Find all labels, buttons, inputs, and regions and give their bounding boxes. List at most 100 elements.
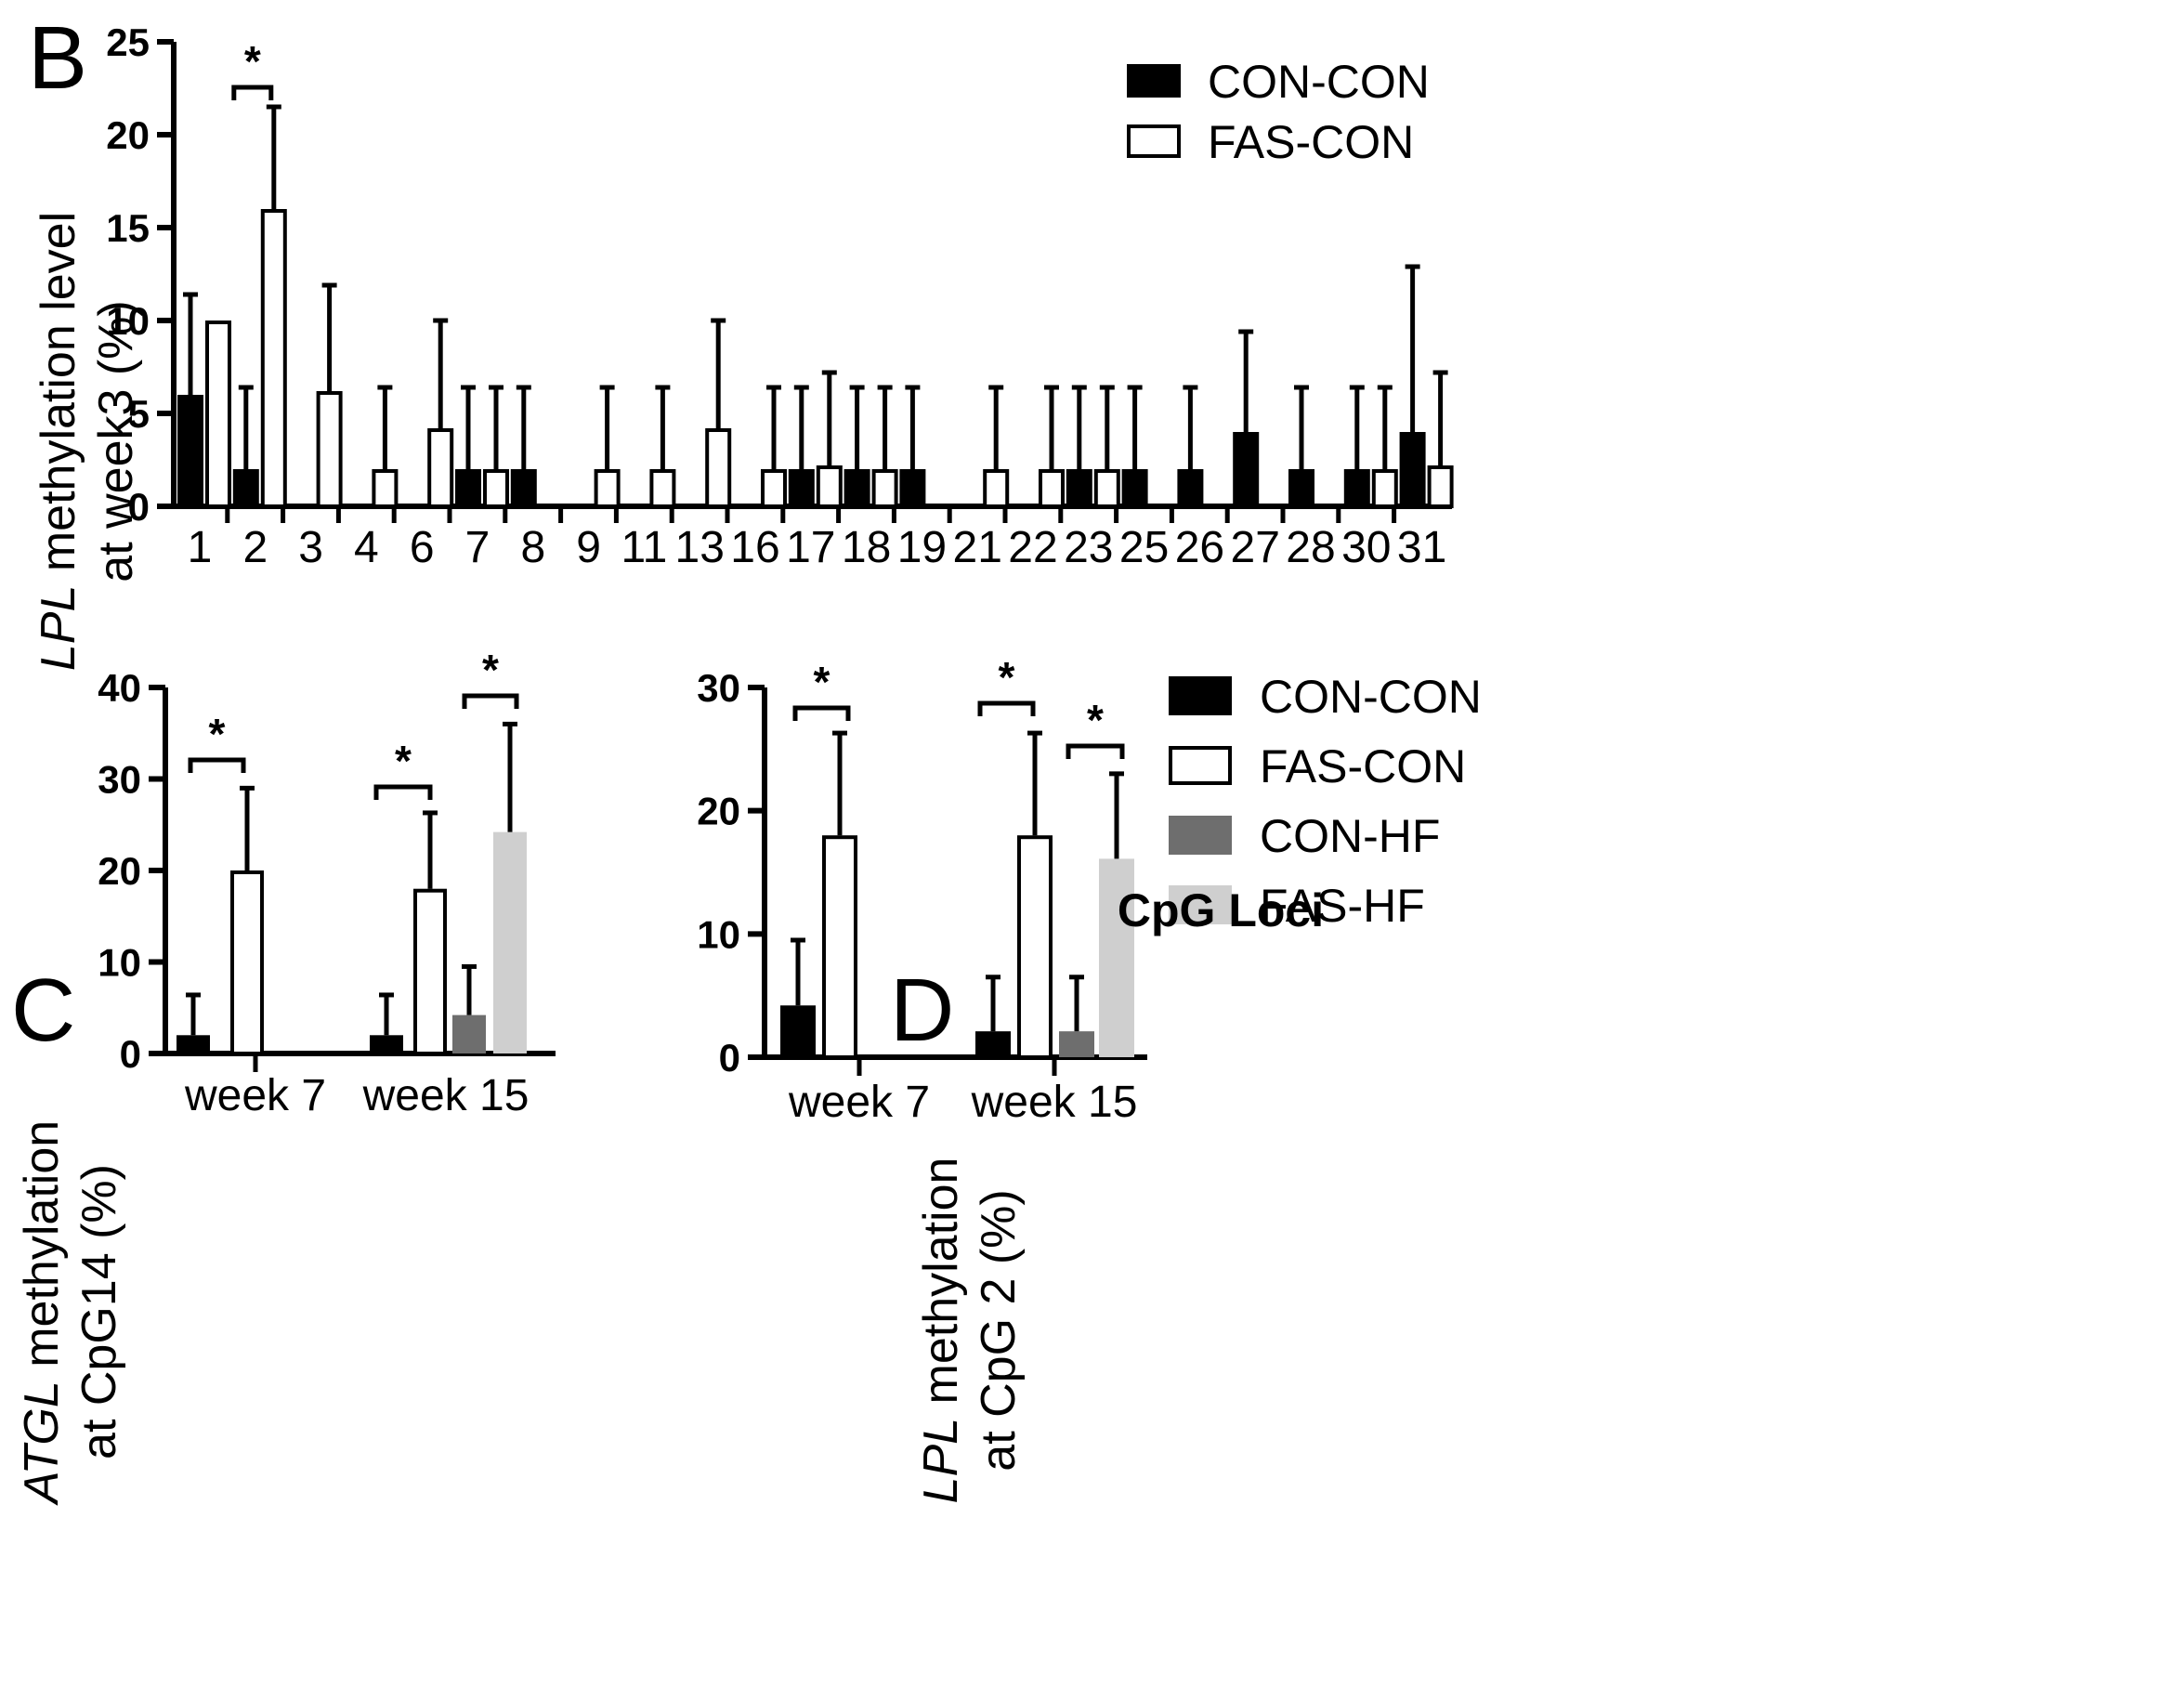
panel-c-bar-fas-con — [413, 888, 447, 1056]
panel-c-y-axis-title: ATGL methylation at CpG14 (%) — [15, 1120, 126, 1506]
panel-d-bar-con-con — [975, 1031, 1011, 1060]
panel-c-significance-bracket — [462, 693, 519, 709]
panel-b-x-tick-label: 2 — [242, 523, 268, 572]
panel-c-ylabel-italic: ATGL — [15, 1380, 69, 1506]
panel-b-x-tick-label: 25 — [1119, 523, 1169, 572]
legend-swatch-con-hf — [1169, 816, 1232, 855]
panel-d-bar-con-hf — [1059, 1031, 1094, 1057]
panel-c-bar-con-con — [370, 1035, 403, 1056]
panel-b-y-tick-label: 10 — [106, 299, 150, 343]
panel-d-significance-star: * — [999, 653, 1015, 701]
panel-c-significance-star: * — [209, 710, 226, 758]
panel-b-x-tick-label: 8 — [520, 523, 545, 572]
panel-b-bar-con-con — [1177, 469, 1204, 508]
panel-c-ylabel-rest: methylation — [15, 1120, 69, 1380]
panel-b-significance-star: * — [244, 37, 261, 85]
panel-b-x-axis-title: CpG Loci — [1118, 884, 1324, 936]
panel-b-bar-fas-con — [816, 465, 843, 508]
panel-c-bar-fas-con — [230, 870, 264, 1055]
panel-b-x-tick-label: 21 — [953, 523, 1002, 572]
panel-b-bar-fas-con — [871, 469, 898, 508]
panel-d-significance-star: * — [814, 658, 830, 706]
panel-b-x-tick-label: 1 — [188, 523, 213, 572]
panel-d-y-tick-label: 10 — [697, 912, 740, 956]
panel-d-y-tick-label: 0 — [719, 1036, 740, 1080]
panel-b-x-tick-label: 31 — [1397, 523, 1446, 572]
panel-b-bar-fas-con — [316, 391, 343, 508]
panel-d-ylabel-italic: LPL — [914, 1418, 968, 1504]
panel-c-ylabel-line2: at CpG14 (%) — [72, 1164, 126, 1459]
panel-b-y-tick-label: 20 — [106, 113, 150, 157]
panel-b-x-tick-label: 27 — [1231, 523, 1280, 572]
panel-b-x-tick-label: 28 — [1286, 523, 1335, 572]
svg-text:ATGL methylation: ATGL methylation — [15, 1120, 69, 1506]
panel-b-bar-fas-con — [649, 469, 676, 508]
legend-label-fas-hf: FAS-HF — [1260, 880, 1425, 932]
panel-c-y-tick-label: 30 — [98, 758, 141, 802]
panel-b-y-tick-label: 5 — [128, 392, 150, 436]
legend-swatch-fas-con — [1169, 746, 1232, 785]
panel-c-bar-con-con — [177, 1035, 210, 1056]
panel-c-significance-bracket — [188, 757, 246, 773]
panel-d-bar-fas-con — [822, 835, 857, 1060]
panel-b-bar-fas-con — [594, 469, 621, 508]
panel-b-bar-fas-con — [983, 469, 1010, 508]
panel-d-significance-bracket — [977, 700, 1036, 716]
legend-label-fas-con: FAS-CON — [1260, 740, 1466, 792]
panel-b-y-axis-title: LPL methylation level at week3 (%) — [32, 212, 143, 671]
panel-letter-c: C — [11, 961, 75, 1060]
panel-b-bar-con-con — [1121, 469, 1148, 508]
panel-b-bar-con-con — [788, 469, 815, 508]
panel-d-bar-fas-con — [1017, 835, 1053, 1060]
panel-c-x-tick-label: week 15 — [362, 1071, 530, 1120]
panel-d-chart: 0 10 20 30 week 7 week 15 * * * — [697, 653, 1147, 1127]
panel-b-bar-fas-con — [1427, 465, 1454, 508]
panel-b-bar-fas-con — [761, 469, 787, 508]
panel-c-y-tick-label: 20 — [98, 849, 141, 893]
panel-b-x-tick-label: 22 — [1008, 523, 1057, 572]
panel-letter-b: B — [28, 8, 87, 108]
legend-swatch-con-con — [1169, 676, 1232, 715]
panel-b-bar-fas-con — [483, 469, 509, 508]
panel-b-bar-con-con — [844, 469, 870, 508]
panel-b-y-tick-label: 0 — [128, 485, 150, 529]
panel-c-bar-fas-hf — [493, 831, 527, 1053]
panel-d-ylabel-line2: at CpG 2 (%) — [972, 1189, 1026, 1471]
panel-b-x-tick-label: 26 — [1175, 523, 1224, 572]
panel-b-ylabel-italic: LPL — [32, 585, 85, 672]
panel-b-bar-con-con — [1343, 469, 1370, 508]
panel-b-bar-con-con — [1233, 432, 1260, 508]
panel-letter-d: D — [890, 961, 954, 1060]
panel-d-bar-fas-hf — [1099, 858, 1134, 1057]
panel-b-bar-fas-con — [705, 428, 732, 508]
panel-b-ylabel-rest: methylation level — [32, 212, 85, 585]
legend-b: CON-CON FAS-CON — [1127, 56, 1430, 168]
panel-b-bar-con-con — [1288, 469, 1314, 508]
legend-swatch-fas-hf — [1169, 885, 1232, 924]
panel-b-bar-fas-con — [1371, 469, 1398, 508]
panel-c-y-tick-label: 10 — [98, 941, 141, 985]
panel-b-bar-fas-con — [205, 321, 231, 508]
panel-d-bar-con-con — [780, 1005, 816, 1060]
panel-b-ylabel-line2: at week3 (%) — [89, 300, 143, 582]
panel-b-bar-con-con — [899, 469, 926, 508]
panel-b-x-tick-label: 17 — [786, 523, 835, 572]
panel-c-y-tick-label: 40 — [98, 666, 141, 710]
panel-b-x-tick-label: 13 — [675, 523, 725, 572]
panel-d-ylabel-rest: methylation — [914, 1158, 968, 1418]
panel-b-bar-con-con — [510, 469, 537, 508]
panel-c-y-tick-label: 0 — [120, 1032, 141, 1076]
legend-label-con-hf: CON-HF — [1260, 810, 1440, 862]
panel-b-x-tick-label: 3 — [298, 523, 323, 572]
panel-d-significance-bracket — [792, 705, 851, 721]
panel-b-x-tick-label: 18 — [842, 523, 891, 572]
panel-d-y-axis-title: LPL methylation at CpG 2 (%) — [914, 1158, 1026, 1504]
panel-b-x-tick-label: 30 — [1341, 523, 1391, 572]
panel-b-bar-fas-con — [260, 209, 287, 508]
panel-b-bar-con-con — [455, 469, 481, 508]
panel-d-y-tick-label: 20 — [697, 790, 740, 833]
panel-b-bar-fas-con — [1093, 469, 1120, 508]
legend-label-con-con: CON-CON — [1260, 671, 1482, 723]
